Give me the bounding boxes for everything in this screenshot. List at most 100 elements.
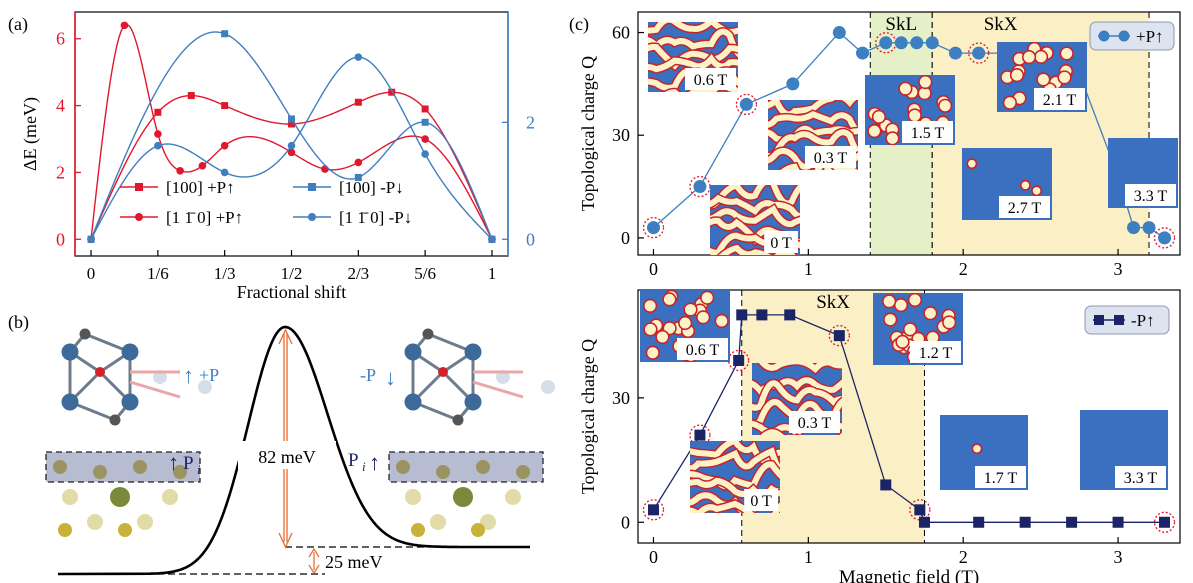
atom: [430, 514, 446, 530]
atom: [61, 343, 79, 361]
data-point: [948, 46, 962, 60]
atom: [62, 489, 78, 505]
data-point: [287, 148, 296, 157]
skyrmion: [904, 323, 916, 335]
legend-marker: [1118, 30, 1130, 42]
spin-texture-inset: 1.7 T: [940, 415, 1028, 490]
substrate-box: [388, 451, 544, 483]
pi-subscript: i: [197, 462, 201, 477]
spin-texture-inset: 1.2 T: [873, 293, 963, 365]
skyrmion: [884, 314, 896, 326]
legend-marker: [308, 213, 316, 221]
pi-arrow: ↑: [369, 450, 380, 475]
skyrmion: [896, 336, 908, 348]
energy-profile: [57, 325, 530, 576]
plot-frame: [637, 11, 1181, 256]
right-tick-label: 0: [526, 229, 535, 249]
atom: [133, 460, 147, 474]
skyrmion: [664, 322, 676, 334]
atom: [404, 393, 422, 411]
data-point: [925, 36, 939, 50]
data-point: [354, 173, 362, 181]
left-tick-label: 4: [56, 96, 65, 116]
spin-texture-inset: 3.3 T: [1108, 138, 1178, 208]
inset-label-bg: [902, 121, 953, 143]
y-tick-label: 0: [621, 512, 630, 532]
atom: [452, 414, 464, 426]
region-label: SkL: [885, 14, 917, 35]
data-point: [220, 168, 229, 177]
inset-content: [971, 443, 983, 455]
skyrmion: [899, 83, 911, 95]
data-point: [786, 77, 800, 91]
inset-label-bg: [685, 68, 736, 90]
highlight-ring: [735, 93, 758, 116]
legend-marker: [135, 213, 143, 221]
x-axis-label: Fractional shift: [237, 282, 346, 302]
left-tick-label: 0: [56, 229, 65, 249]
data-point: [421, 118, 429, 126]
skyrmion: [927, 332, 939, 344]
data-point: [972, 46, 986, 60]
data-point: [421, 105, 429, 113]
arrow-head: [278, 328, 293, 345]
inset-label: 1.5 T: [911, 125, 945, 142]
spin-texture-inset: 0.3 T: [752, 363, 842, 435]
atom: [198, 380, 212, 394]
atom: [173, 465, 187, 479]
spin-texture-inset: 0 T: [710, 185, 800, 255]
spin-texture-inset: 2.7 T: [962, 148, 1052, 220]
atom: [396, 460, 410, 474]
data-point: [488, 235, 496, 244]
skyrmion: [663, 293, 675, 305]
data-point: [1142, 221, 1156, 235]
atom: [411, 523, 425, 537]
skyrmion: [1037, 73, 1049, 85]
legend-box: [1084, 305, 1170, 335]
skyrmion: [973, 444, 981, 453]
legend-label: -P↑: [1131, 311, 1155, 330]
spin-texture-inset: 3.3 T: [1080, 410, 1168, 490]
data-point: [354, 158, 363, 167]
inset-label-bg: [975, 466, 1026, 488]
data-point: [154, 141, 162, 150]
highlight-ring: [642, 216, 665, 239]
legend-label: [100] +P↑: [166, 178, 235, 197]
offset-label: 25 meV: [325, 552, 383, 572]
y-tick-label: 30: [612, 125, 630, 145]
legend-label: +P↑: [1136, 27, 1164, 46]
spin-texture-inset: 0 T: [690, 441, 780, 513]
legend-box: [1089, 21, 1175, 51]
inset-label: 3.3 T: [1124, 470, 1158, 487]
data-point: [198, 161, 207, 170]
skyrmion: [895, 299, 907, 311]
inset-label: 0.6 T: [686, 342, 720, 359]
data-point: [87, 235, 95, 244]
legend-marker: [308, 183, 316, 191]
crystal-structure: [45, 328, 212, 537]
series-line: [90, 23, 493, 240]
atom: [110, 487, 130, 507]
inset-label-bg: [1034, 88, 1085, 110]
data-point: [154, 108, 162, 116]
inset-label-bg: [805, 146, 856, 168]
data-point: [421, 135, 429, 143]
skyrmion: [943, 316, 955, 328]
data-point: [833, 330, 845, 342]
atom: [137, 514, 153, 530]
data-point: [154, 130, 162, 138]
atom: [476, 460, 490, 474]
x-tick-label: 2: [959, 547, 968, 567]
inset-label: 2.1 T: [1043, 92, 1077, 109]
skyrmion: [1011, 69, 1023, 81]
x-tick-label: 1: [488, 264, 497, 283]
atom: [79, 328, 91, 340]
domain-wall: [780, 158, 858, 170]
domain-wall: [648, 54, 738, 73]
panel-label-c: (c): [569, 14, 589, 35]
atom: [95, 367, 105, 377]
inset-label-bg: [910, 341, 961, 363]
inset-label-bg: [1115, 466, 1166, 488]
left-tick-label: 6: [56, 29, 65, 49]
skyrmion: [1032, 186, 1041, 195]
